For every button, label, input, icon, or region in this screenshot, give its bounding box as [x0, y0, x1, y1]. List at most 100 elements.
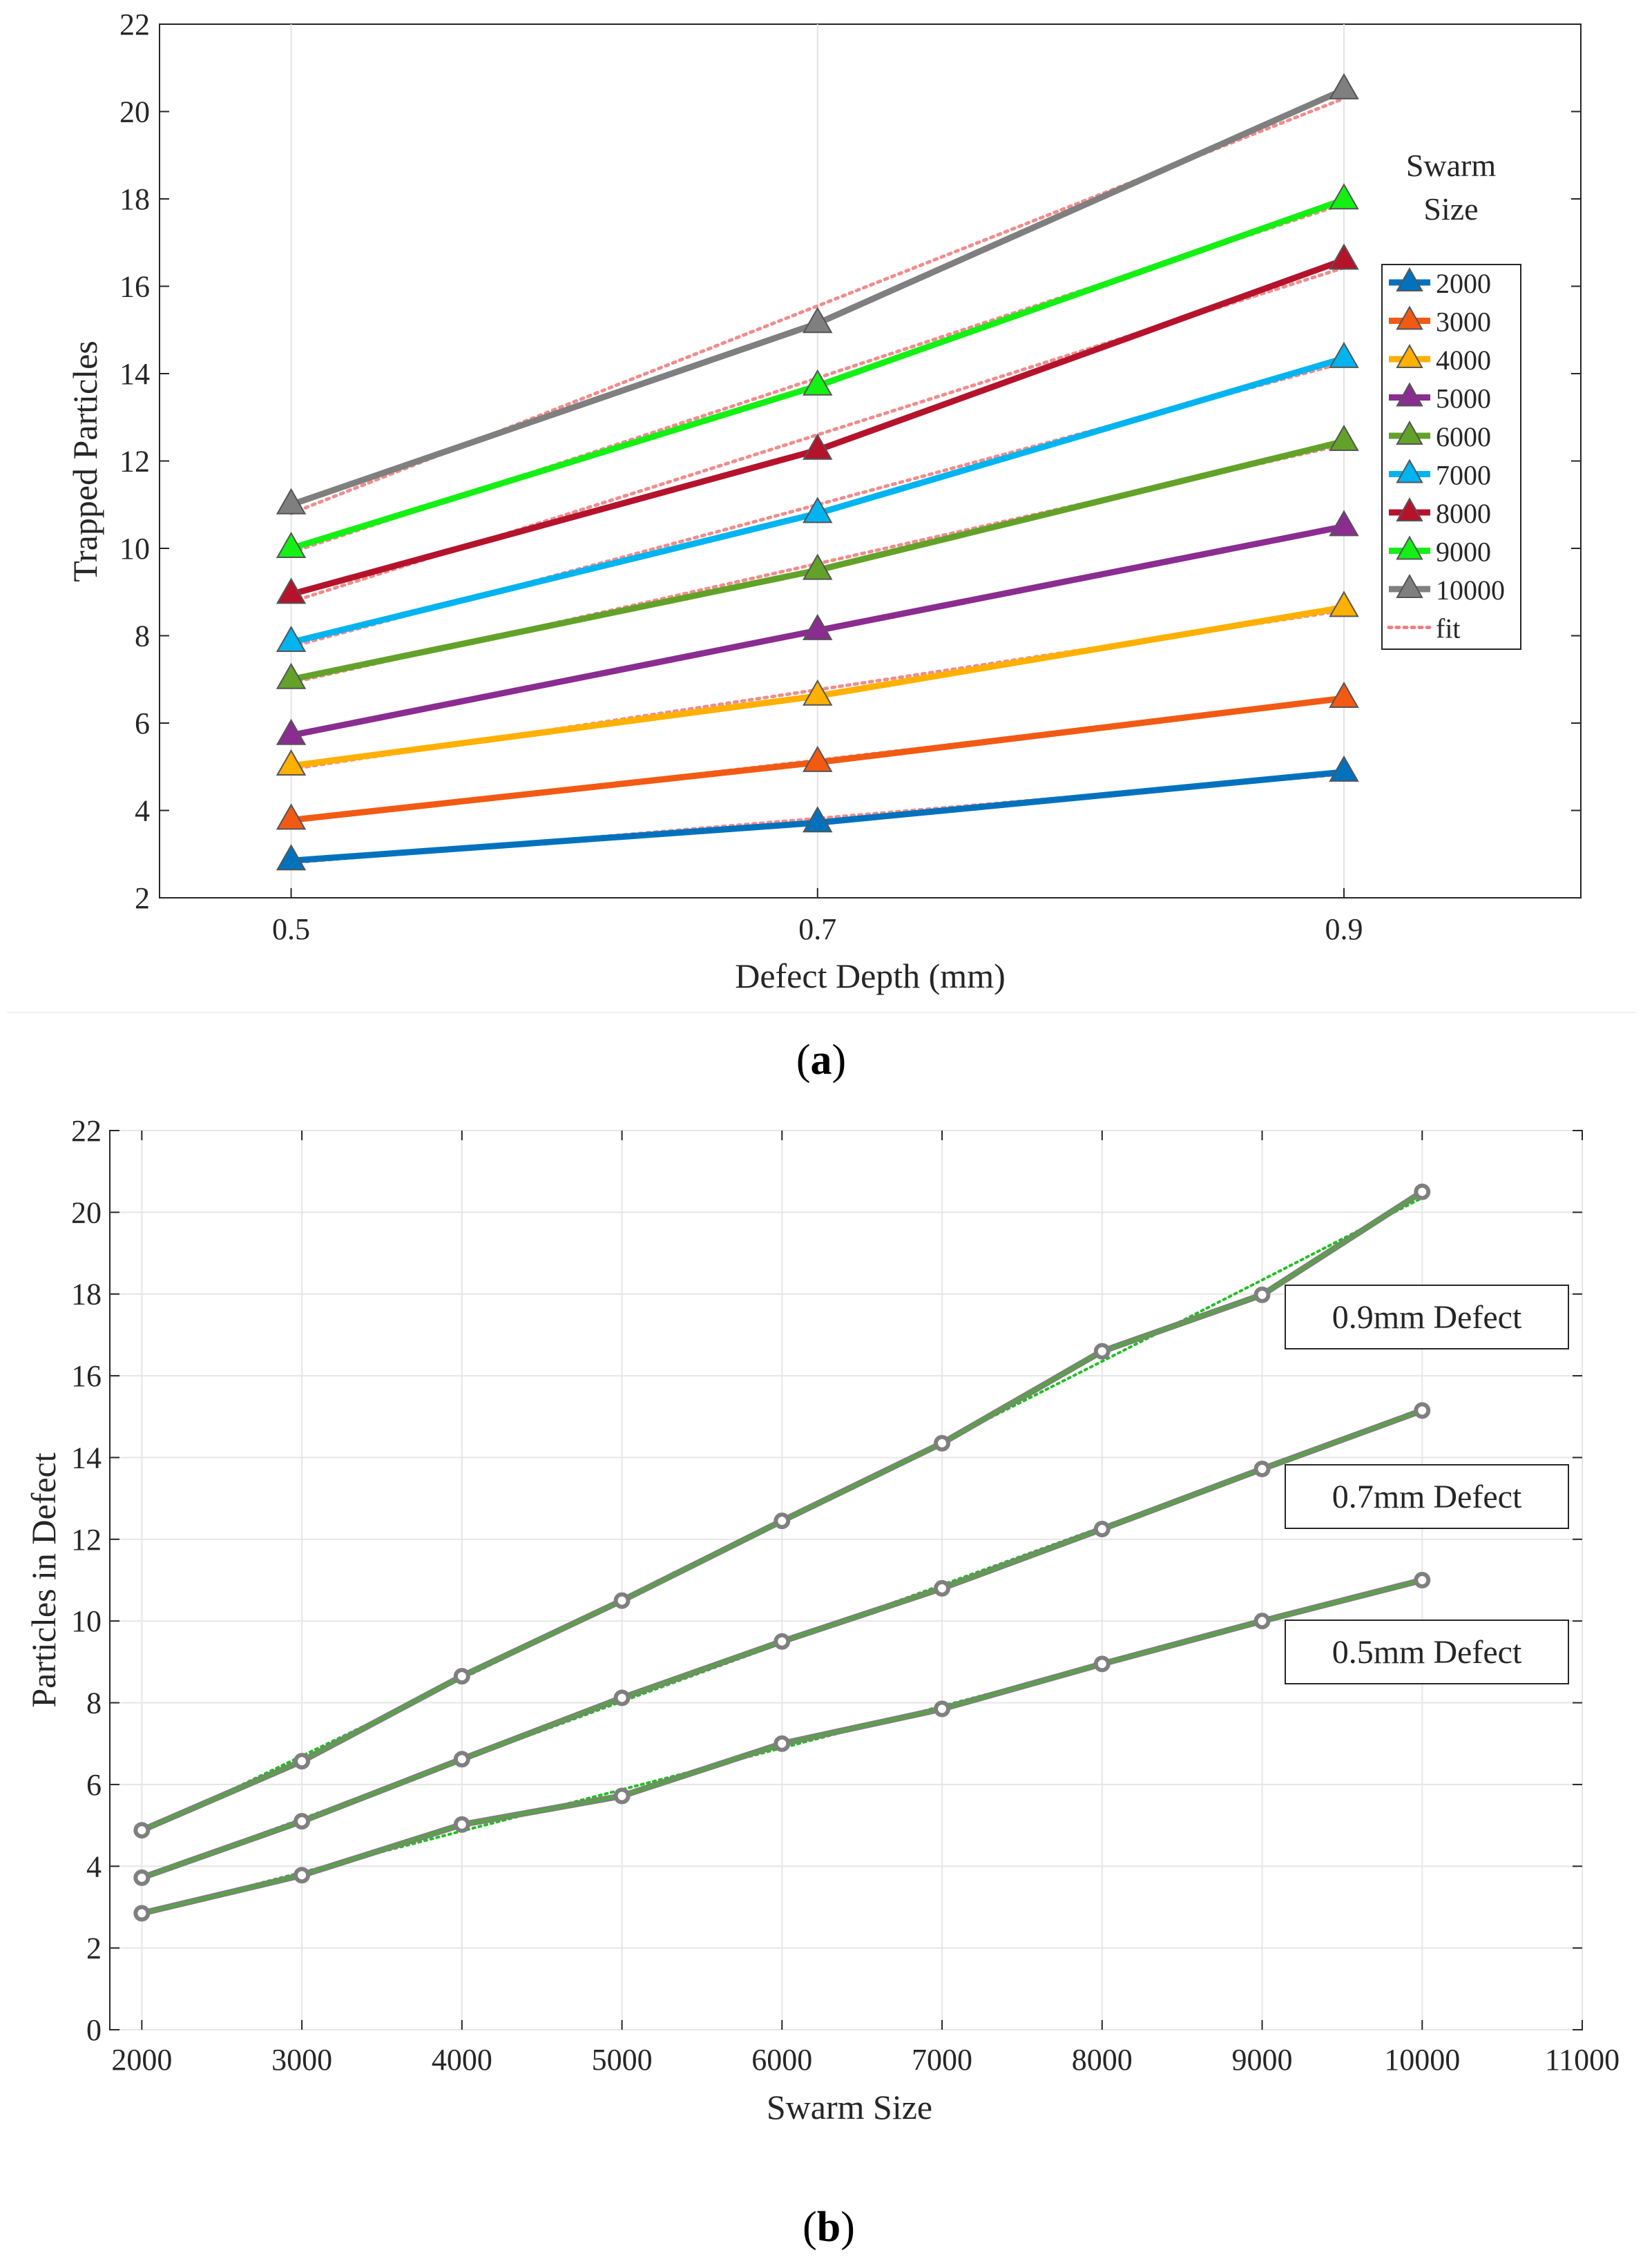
marker-0.9mm Defect: [1093, 1343, 1111, 1360]
caption-b: (b): [803, 2204, 855, 2251]
marker-10000: [803, 307, 833, 334]
marker-3000: [803, 745, 833, 772]
series-label-box: 0.7mm Defect: [1285, 1464, 1569, 1529]
legend-marker-7000: [1396, 459, 1423, 483]
marker-4000: [276, 749, 307, 776]
x-tick-label: 0.7: [798, 912, 836, 946]
x-tick-label: 5000: [592, 2043, 653, 2077]
series-labels-b: 0.9mm Defect 0.7mm Defect 0.5mm Defect: [1285, 1285, 1569, 1684]
marker-7000: [276, 625, 307, 652]
legend-marker-5000: [1396, 382, 1423, 407]
legend-marker-10000: [1396, 573, 1423, 598]
markers-a: [276, 73, 1359, 871]
marker-0.5mm Defect: [133, 1905, 151, 1922]
chart-a: 2 4 6 8 10 12 14 16 18 20 22 0.5 0.7 0.9 Defect Dept…: [66, 8, 1582, 995]
marker-3000: [276, 803, 307, 830]
legend-label-2000: 2000: [1436, 268, 1491, 299]
marker-0.9mm Defect: [1414, 1183, 1431, 1200]
marker-0.5mm Defect: [934, 1700, 951, 1718]
marker-4000: [803, 679, 833, 706]
legend-marker-6000: [1396, 420, 1423, 445]
y-tick-label: 18: [71, 1278, 102, 1311]
x-tick-labels-b: 2000 3000 4000 5000 6000 7000 8000 9000 10000 110…: [111, 2043, 1620, 2077]
marker-4000: [1329, 590, 1359, 617]
marker-7000: [803, 497, 833, 523]
legend-label-7000: 7000: [1436, 460, 1491, 491]
marker-9000: [1329, 183, 1359, 210]
x-tick-label: 10000: [1384, 2043, 1460, 2077]
marker-3000: [1329, 681, 1359, 708]
marker-0.7mm Defect: [133, 1869, 151, 1886]
legend-marker-3000: [1396, 305, 1423, 330]
y-tick-label: 12: [119, 445, 150, 479]
y-axis-label-b: Particles in Defect: [24, 1452, 63, 1707]
x-axis-label-b: Swarm Size: [767, 2088, 932, 2126]
marker-0.9mm Defect: [774, 1512, 791, 1530]
legend-label-fit: fit: [1436, 613, 1461, 644]
legend-marker-9000: [1396, 535, 1423, 560]
legend-label-9000: 9000: [1436, 537, 1491, 568]
legend-marker-8000: [1396, 497, 1423, 521]
marker-8000: [1329, 243, 1359, 270]
y-tick-label: 20: [71, 1195, 102, 1229]
series-label-box: 0.5mm Defect: [1285, 1620, 1569, 1684]
y-tick-label: 20: [119, 95, 150, 129]
marker-10000: [276, 488, 307, 515]
legend-marker-4000: [1396, 343, 1423, 368]
y-tick-label: 18: [119, 182, 150, 216]
y-tick-label: 14: [119, 357, 150, 391]
marker-0.7mm Defect: [613, 1689, 631, 1707]
marker-9000: [276, 531, 307, 558]
marker-0.5mm Defect: [1093, 1655, 1111, 1673]
marker-5000: [1329, 510, 1359, 537]
x-tick-label: 3000: [271, 2043, 332, 2077]
marker-0.9mm Defect: [613, 1592, 631, 1609]
marker-0.9mm Defect: [294, 1753, 311, 1770]
marker-6000: [803, 553, 833, 580]
chart-b: 0 2 4 6 8 10 12 14 16 18 20 22 2000 3000 4000 5000 6000…: [24, 1114, 1620, 2126]
marker-0.5mm Defect: [453, 1816, 470, 1833]
caption-a: (a): [796, 1037, 846, 1084]
label-box-frame: [1285, 1285, 1569, 1349]
series-label-text: 0.5mm Defect: [1332, 1634, 1522, 1671]
x-tick-label: 11000: [1545, 2043, 1620, 2077]
y-tick-label: 8: [86, 1686, 102, 1720]
legend-label-6000: 6000: [1436, 421, 1491, 452]
marker-0.9mm Defect: [1253, 1286, 1271, 1303]
marker-0.9mm Defect: [133, 1822, 151, 1839]
legend-marker-2000: [1396, 267, 1423, 291]
legend-label-10000: 10000: [1436, 575, 1505, 606]
plot-area-b: [109, 1130, 1583, 2030]
y-tick-label: 12: [71, 1523, 102, 1557]
marker-9000: [803, 369, 833, 396]
y-tick-label: 2: [135, 881, 150, 915]
legend-label-5000: 5000: [1436, 383, 1491, 414]
y-tick-label: 16: [71, 1359, 102, 1393]
series-label-text: 0.9mm Defect: [1332, 1299, 1522, 1336]
x-tick-label: 2000: [111, 2043, 172, 2077]
y-tick-label: 4: [135, 794, 150, 828]
y-tick-labels-b: 0 2 4 6 8 10 12 14 16 18 20 22: [71, 1114, 102, 2047]
legend-label-8000: 8000: [1436, 498, 1491, 529]
marker-6000: [276, 662, 307, 689]
series-label-box: 0.9mm Defect: [1285, 1285, 1569, 1349]
y-tick-label: 16: [119, 270, 150, 304]
y-tick-label: 4: [86, 1849, 102, 1883]
marker-0.7mm Defect: [1253, 1461, 1271, 1478]
legend-label-4000: 4000: [1436, 345, 1491, 376]
y-tick-label: 8: [135, 619, 150, 653]
y-tick-label: 6: [135, 707, 150, 740]
x-tick-label: 7000: [912, 2043, 972, 2077]
marker-0.9mm Defect: [453, 1668, 470, 1685]
marker-6000: [1329, 425, 1359, 452]
marker-5000: [803, 613, 833, 640]
marker-2000: [803, 806, 833, 833]
gridlines-b: [110, 1130, 1583, 2030]
legend-title-line2: Size: [1423, 191, 1478, 227]
y-tick-label: 22: [119, 8, 150, 41]
marker-0.5mm Defect: [774, 1735, 791, 1752]
x-tick-labels-a: 0.5 0.7 0.9: [272, 912, 1363, 946]
y-tick-label: 0: [86, 2013, 102, 2047]
legend-title-line1: Swarm: [1406, 148, 1497, 183]
marker-2000: [1329, 755, 1359, 782]
